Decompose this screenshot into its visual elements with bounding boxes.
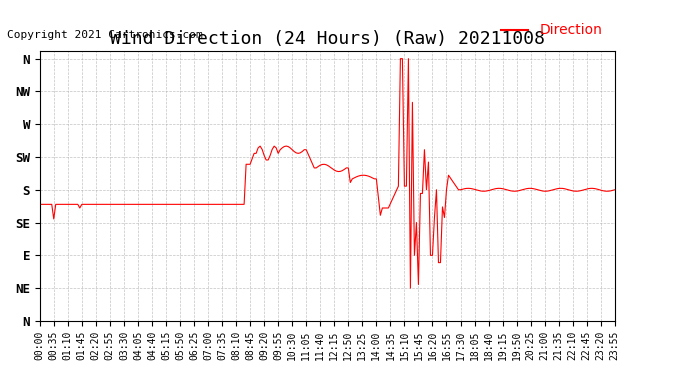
Direction: [326, 165, 335, 170]
Direction: [522, 186, 531, 191]
Legend: Direction: Direction: [495, 18, 608, 43]
Direction: [611, 188, 619, 192]
Direction: [564, 188, 573, 192]
Title: Wind Direction (24 Hours) (Raw) 20211008: Wind Direction (24 Hours) (Raw) 20211008: [110, 30, 545, 48]
Direction: [396, 56, 404, 61]
Direction: [86, 202, 94, 207]
Direction: [36, 202, 44, 207]
Line: Direction: Direction: [40, 58, 615, 288]
Direction: [546, 188, 555, 193]
Text: Copyright 2021 Cartronics.com: Copyright 2021 Cartronics.com: [7, 30, 203, 39]
Direction: [533, 187, 541, 192]
Direction: [406, 286, 415, 290]
